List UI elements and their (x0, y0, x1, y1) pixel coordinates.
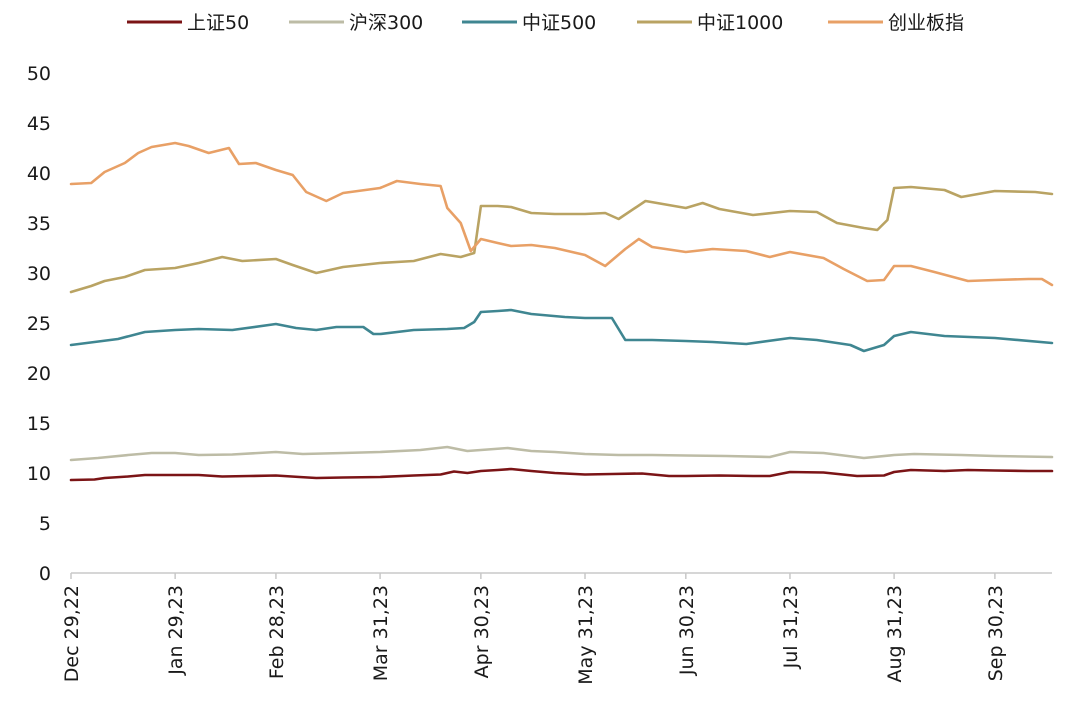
series-line-4 (69, 185, 1054, 294)
legend-label: 创业板指 (888, 12, 964, 34)
y-tick-label: 20 (27, 363, 51, 385)
x-tick-label: Dec 29,22 (61, 585, 83, 682)
x-axis: Dec 29,22 Jan 29,23 Feb 28,23 Mar 31,23 Apr … (61, 572, 1052, 685)
y-tick-label: 0 (39, 563, 51, 585)
series-line-2 (69, 445, 1054, 462)
legend-item: 上证50 (127, 12, 249, 34)
x-tick-label: Mar 31,23 (370, 585, 392, 681)
y-tick-label: 5 (39, 513, 51, 535)
legend-label: 上证50 (187, 12, 249, 34)
x-tick-label: Jul 31,23 (780, 585, 802, 669)
legend-item: 中证500 (462, 12, 596, 34)
legend-label: 中证500 (522, 12, 596, 34)
legend-item: 创业板指 (828, 12, 964, 34)
y-tick-label: 30 (27, 263, 51, 285)
x-tick-label: Aug 31,23 (884, 585, 906, 683)
legend-item: 中证1000 (637, 12, 783, 34)
y-axis: 0 5 10 15 20 25 30 35 40 45 50 (27, 63, 51, 585)
legend-label: 中证1000 (697, 12, 783, 34)
series-line-1 (69, 467, 1054, 482)
series-line-5 (69, 141, 1054, 287)
legend-label: 沪深300 (349, 12, 423, 34)
x-tick-label: Feb 28,23 (266, 585, 288, 679)
x-tick-label: Apr 30,23 (471, 585, 493, 678)
x-tick-label: Jan 29,23 (165, 585, 187, 676)
series-line-3 (69, 308, 1054, 353)
y-tick-label: 15 (27, 413, 51, 435)
chart-legend: 上证50 沪深300 中证500 中证1000 创业板指 (127, 12, 964, 34)
x-tick-label: May 31,23 (575, 585, 597, 685)
y-tick-label: 35 (27, 213, 51, 235)
chart-series (69, 141, 1054, 482)
x-tick-label: Jun 30,23 (676, 585, 698, 676)
y-tick-label: 25 (27, 313, 51, 335)
y-tick-label: 10 (27, 463, 51, 485)
x-tick-label: Sep 30,23 (985, 585, 1007, 681)
y-tick-label: 50 (27, 63, 51, 85)
legend-item: 沪深300 (289, 12, 423, 34)
y-tick-label: 40 (27, 163, 51, 185)
y-tick-label: 45 (27, 113, 51, 135)
